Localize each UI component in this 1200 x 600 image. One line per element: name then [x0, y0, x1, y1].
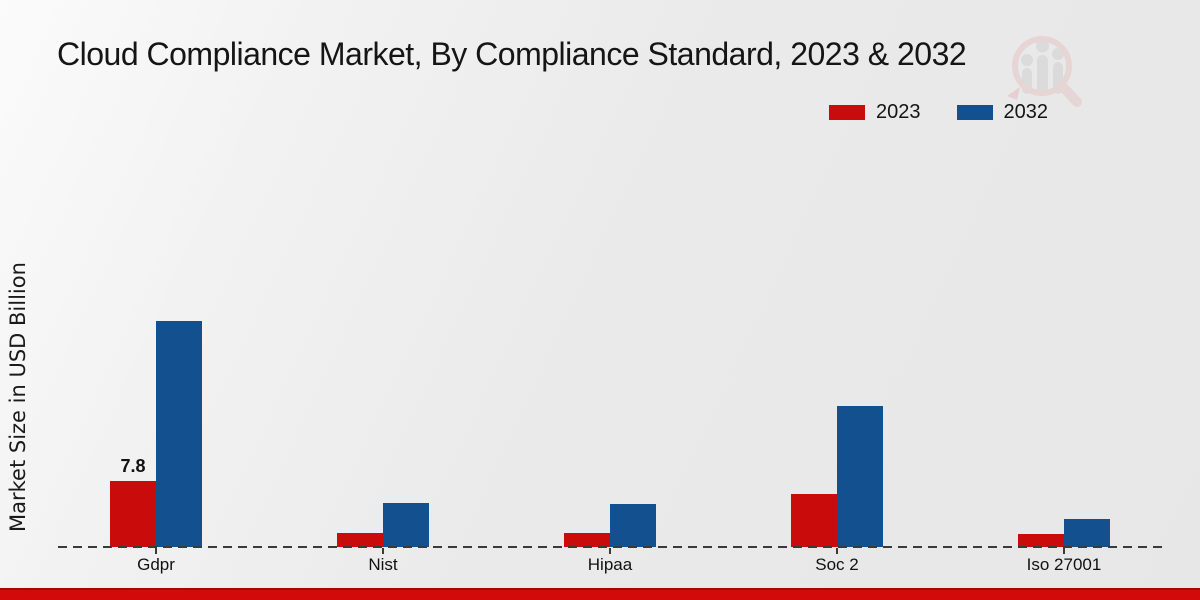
legend-swatch-2032 — [956, 105, 993, 120]
bar-2023-hipaa — [564, 533, 610, 547]
chart-title: Cloud Compliance Market, By Compliance S… — [57, 36, 967, 72]
bar-group — [1018, 147, 1110, 547]
legend-item-2032: 2032 — [956, 101, 1049, 124]
legend-item-2023: 2023 — [829, 101, 921, 124]
legend: 2023 2032 — [829, 101, 1048, 124]
axis-tick — [836, 548, 838, 554]
bar-2032-iso-27001 — [1064, 519, 1110, 547]
bar-group — [110, 147, 202, 547]
bar-2023-iso-27001 — [1018, 534, 1064, 547]
bar-2023-nist — [337, 533, 383, 547]
category-label: Iso 27001 — [1026, 555, 1102, 574]
bar-group — [337, 147, 429, 547]
bar-group — [791, 147, 883, 547]
bar-2023-gdpr — [110, 481, 156, 547]
axis-tick — [1063, 548, 1065, 554]
category-label: Hipaa — [587, 555, 633, 574]
category-label: Gdpr — [137, 555, 175, 574]
bar-group — [564, 147, 656, 547]
axis-tick — [382, 548, 384, 554]
bar-2032-hipaa — [610, 504, 656, 547]
x-axis-baseline — [58, 546, 1165, 548]
category-label: Soc 2 — [815, 555, 859, 574]
bar-2032-soc-2 — [837, 406, 883, 547]
footer-accent-bar — [0, 588, 1200, 600]
legend-label-2032: 2032 — [1003, 101, 1049, 123]
bar-value-label: 7.8 — [120, 456, 146, 476]
axis-tick — [155, 548, 157, 554]
bar-2032-gdpr — [156, 321, 202, 547]
magnifier-people-logo-icon — [1007, 36, 1082, 107]
legend-label-2023: 2023 — [876, 101, 921, 123]
legend-swatch-2023 — [829, 105, 865, 120]
bar-2023-soc-2 — [791, 494, 837, 547]
bar-2032-nist — [383, 503, 429, 547]
category-label: Nist — [368, 555, 398, 574]
axis-tick — [609, 548, 611, 554]
